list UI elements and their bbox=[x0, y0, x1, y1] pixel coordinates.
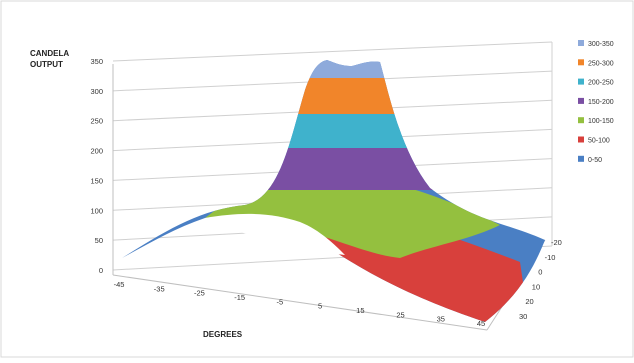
depth-tick-label: -10 bbox=[545, 253, 556, 262]
x-tick-label: 25 bbox=[396, 310, 404, 319]
legend-label: 150-200 bbox=[588, 99, 614, 106]
legend-item: 0-50 bbox=[578, 155, 602, 164]
legend-label: 100-150 bbox=[588, 118, 614, 125]
legend-swatch bbox=[578, 40, 584, 46]
band-100-150 bbox=[205, 175, 500, 258]
legend-swatch bbox=[578, 136, 584, 143]
legend-item: 200-250 bbox=[578, 78, 614, 87]
y-tick-label: 0 bbox=[99, 266, 103, 275]
y-axis-title: CANDELA OUTPUT bbox=[30, 49, 71, 69]
legend-item: 100-150 bbox=[578, 117, 614, 125]
legend-label: 50-100 bbox=[588, 138, 610, 145]
x-tick-label: -25 bbox=[194, 289, 205, 298]
legend-swatch bbox=[578, 78, 584, 85]
legend-label: 200-250 bbox=[588, 80, 614, 87]
y-tick-label: 100 bbox=[90, 206, 103, 215]
x-tick-label: -35 bbox=[154, 284, 165, 293]
depth-tick-label: -20 bbox=[551, 238, 562, 247]
x-tick-label: -45 bbox=[114, 280, 125, 289]
x-tick-label: -15 bbox=[234, 293, 245, 302]
legend-item: 150-200 bbox=[578, 97, 614, 106]
gridline bbox=[112, 41, 553, 62]
legend-item: 250-300 bbox=[578, 59, 614, 67]
legend-swatch bbox=[578, 97, 584, 104]
depth-tick-labels: -20 -100 10 20 30 bbox=[519, 238, 562, 321]
depth-tick-label: 30 bbox=[519, 312, 527, 321]
x-axis-title: DEGREES bbox=[203, 330, 243, 339]
x-tick-label: 35 bbox=[437, 315, 445, 324]
legend-label: 250-300 bbox=[588, 60, 614, 67]
x-axis-line bbox=[112, 274, 488, 331]
legend: 300-350 250-300 200-250 150-200 100-150 50-10… bbox=[578, 40, 614, 164]
y-tick-label: 200 bbox=[90, 147, 103, 156]
legend-swatch bbox=[578, 117, 584, 124]
legend-label: 300-350 bbox=[588, 41, 614, 48]
y-tick-label: 350 bbox=[90, 57, 103, 66]
y-tick-label: 250 bbox=[90, 117, 103, 126]
x-tick-label: -5 bbox=[277, 297, 284, 306]
legend-item: 50-100 bbox=[578, 136, 610, 145]
x-tick-label: 5 bbox=[318, 302, 322, 311]
x-tick-label: 15 bbox=[356, 306, 364, 315]
y-tick-label: 150 bbox=[90, 176, 103, 185]
depth-tick-label: 20 bbox=[525, 297, 533, 306]
y-tick-label: 50 bbox=[95, 236, 103, 245]
depth-tick-label: 10 bbox=[532, 282, 540, 291]
depth-tick-label: 0 bbox=[538, 268, 542, 277]
y-tick-label: 300 bbox=[90, 87, 103, 96]
surface-floor bbox=[205, 213, 345, 255]
x-tick-label: 45 bbox=[477, 319, 485, 328]
legend-label: 0-50 bbox=[588, 157, 602, 164]
x-tick-labels: -45 -35 -25 -15 -5 5 15 25 35 45 bbox=[114, 280, 486, 328]
y-tick-labels: 0 50 100 150 200 250 300 350 bbox=[90, 57, 103, 275]
legend-swatch bbox=[578, 155, 584, 162]
legend-item: 300-350 bbox=[578, 40, 614, 48]
legend-swatch bbox=[578, 59, 584, 66]
